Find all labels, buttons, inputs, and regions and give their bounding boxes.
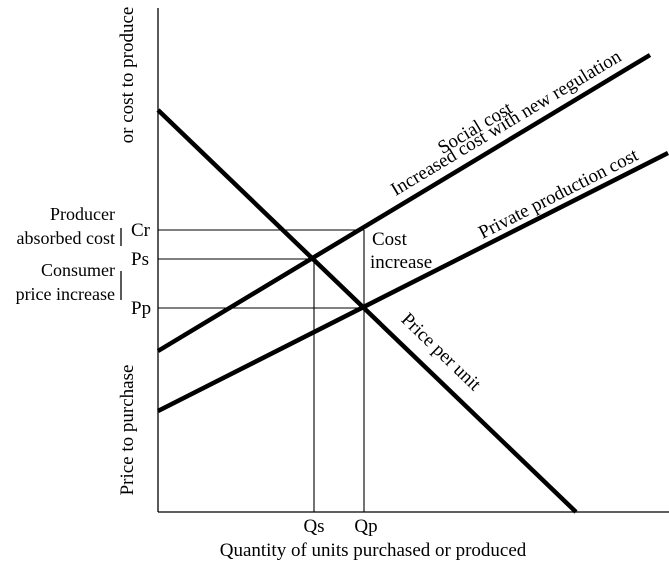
private-cost-line: [156, 150, 669, 414]
y-axis-label-bottom: Price to purchase: [117, 365, 138, 496]
price-per-unit-line: [156, 108, 578, 514]
cost-increase-line1: Cost: [372, 229, 408, 250]
producer-label-line1: Producer: [50, 204, 115, 224]
ps-tick-label: Ps: [131, 249, 149, 270]
cost-increase-line2: increase: [370, 252, 432, 273]
cr-tick-label: Cr: [131, 220, 151, 241]
social-cost-line: [156, 53, 652, 353]
x-axis-label: Quantity of units purchased or produced: [220, 540, 527, 561]
qp-tick-label: Qp: [354, 516, 377, 537]
pp-tick-label: Pp: [131, 298, 151, 319]
producer-label-line2: absorbed cost: [17, 228, 115, 248]
y-axis-label-top: or cost to produce: [117, 7, 138, 144]
consumer-label-line2: price increase: [16, 284, 115, 304]
consumer-label-line1: Consumer: [41, 260, 115, 280]
qs-tick-label: Qs: [303, 516, 324, 537]
private-cost-label: Private production cost: [475, 144, 642, 243]
